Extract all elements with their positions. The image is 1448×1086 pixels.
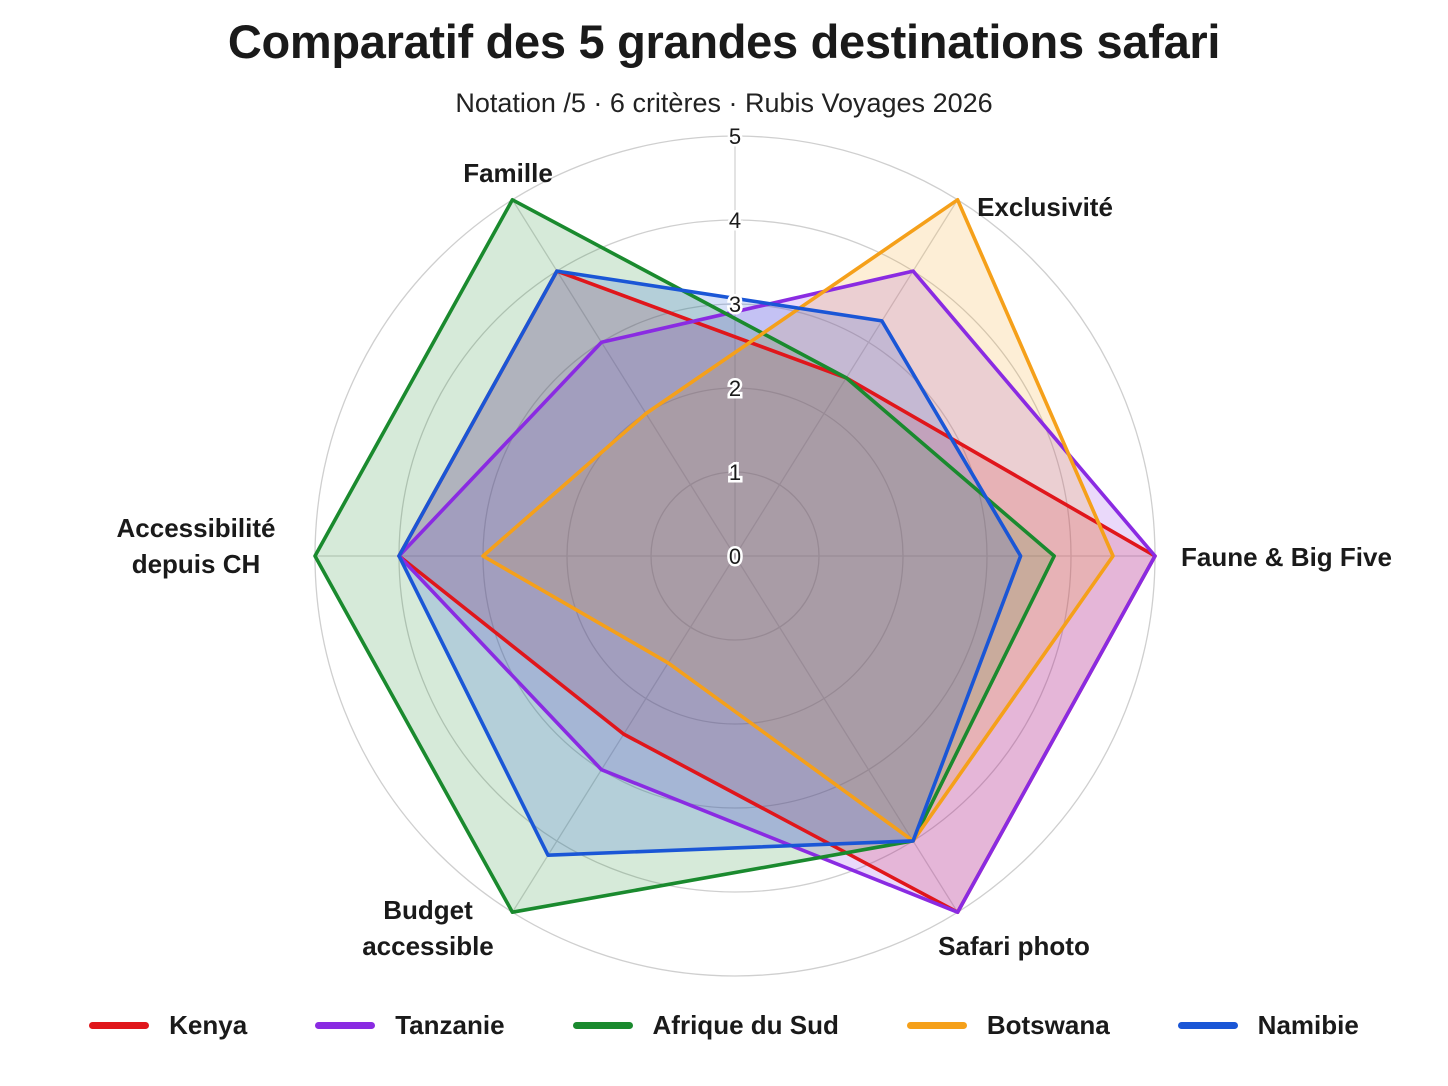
tick-label: 0 — [729, 544, 741, 569]
tick-label: 3 — [729, 292, 741, 317]
grid-spoke — [734, 555, 959, 913]
legend-item: Botswana — [906, 1010, 1110, 1041]
legend-swatch — [906, 1022, 967, 1029]
tick-label: 2 — [729, 376, 741, 401]
legend-swatch — [1177, 1022, 1238, 1029]
radar-tick-labels: 0 1 2 3 4 5 — [726, 122, 743, 572]
axis-label: Budget accessible — [362, 895, 494, 961]
legend-label: Namibie — [1257, 1010, 1359, 1040]
series-fill-2 — [315, 199, 1055, 913]
grid-spoke — [511, 199, 736, 557]
axis-label: Safari photo — [938, 931, 1090, 961]
axis-label: Exclusivité — [977, 192, 1113, 222]
legend-item: Namibie — [1177, 1010, 1359, 1041]
series-line-4 — [397, 269, 1023, 858]
legend-swatch — [572, 1022, 633, 1029]
axis-label: Famille — [463, 158, 553, 188]
chart-title: Comparatif des 5 grandes destinations sa… — [227, 15, 1221, 68]
radar-axis-labels: Faune & Big Five Exclusivité Famille Access… — [117, 158, 1392, 961]
legend: Kenya Tanzanie Afrique du Sud Botswana Namib… — [0, 1010, 1448, 1041]
axis-label: Faune & Big Five — [1181, 542, 1392, 572]
tick-label: 4 — [729, 208, 741, 233]
axis-label: Accessibilité depuis CH — [117, 513, 276, 579]
legend-swatch — [89, 1022, 150, 1029]
tick-label: 5 — [729, 124, 741, 149]
legend-label: Tanzanie — [395, 1010, 505, 1040]
legend-swatch — [315, 1022, 376, 1029]
legend-label: Botswana — [986, 1010, 1110, 1040]
chart-subtitle: Notation /5 · 6 critères · Rubis Voyages… — [455, 88, 993, 118]
series-fill-1 — [399, 271, 1155, 913]
tick-label: 1 — [729, 460, 741, 485]
series-fill-4 — [399, 271, 1021, 856]
series-fill-3 — [483, 199, 1113, 841]
legend-label: Afrique du Sud — [652, 1010, 839, 1040]
legend-label: Kenya — [169, 1010, 248, 1040]
legend-item: Kenya — [89, 1010, 247, 1041]
radar-series — [313, 198, 1157, 915]
series-fill-0 — [399, 271, 1155, 913]
legend-item: Afrique du Sud — [572, 1010, 839, 1041]
legend-item: Tanzanie — [315, 1010, 505, 1041]
